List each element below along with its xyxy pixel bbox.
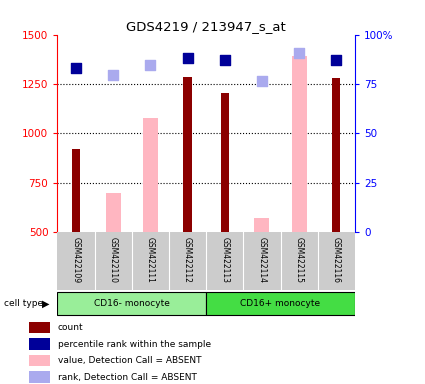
Bar <box>72 149 80 232</box>
Bar <box>29 355 50 366</box>
Text: count: count <box>57 323 83 332</box>
Bar <box>29 322 50 333</box>
Title: GDS4219 / 213947_s_at: GDS4219 / 213947_s_at <box>126 20 286 33</box>
Text: value, Detection Call = ABSENT: value, Detection Call = ABSENT <box>57 356 201 365</box>
Text: cell type: cell type <box>4 299 43 308</box>
Bar <box>143 118 158 232</box>
Text: GSM422110: GSM422110 <box>109 237 118 283</box>
Bar <box>206 292 355 316</box>
Text: GSM422111: GSM422111 <box>146 237 155 283</box>
Text: GSM422116: GSM422116 <box>332 237 341 283</box>
Bar <box>221 93 229 232</box>
Text: CD16+ monocyte: CD16+ monocyte <box>241 299 320 308</box>
Text: GSM422113: GSM422113 <box>220 237 229 283</box>
Text: percentile rank within the sample: percentile rank within the sample <box>57 339 211 349</box>
Text: rank, Detection Call = ABSENT: rank, Detection Call = ABSENT <box>57 372 196 382</box>
Point <box>296 50 303 56</box>
Bar <box>184 77 192 232</box>
Bar <box>29 371 50 383</box>
Text: GSM422114: GSM422114 <box>258 237 266 283</box>
Point <box>221 57 228 63</box>
Point <box>333 57 340 63</box>
Bar <box>255 218 269 232</box>
Point <box>73 65 79 71</box>
Bar <box>106 193 121 232</box>
Bar <box>332 78 340 232</box>
Text: CD16- monocyte: CD16- monocyte <box>94 299 170 308</box>
Point <box>147 62 154 68</box>
Text: GSM422115: GSM422115 <box>295 237 303 283</box>
Point <box>258 78 265 84</box>
Text: GSM422112: GSM422112 <box>183 237 192 283</box>
Point <box>110 72 116 78</box>
Text: GSM422109: GSM422109 <box>71 237 80 283</box>
Bar <box>29 338 50 350</box>
Bar <box>292 56 306 232</box>
Point <box>184 55 191 61</box>
Bar <box>57 292 206 316</box>
Text: ▶: ▶ <box>42 299 49 309</box>
